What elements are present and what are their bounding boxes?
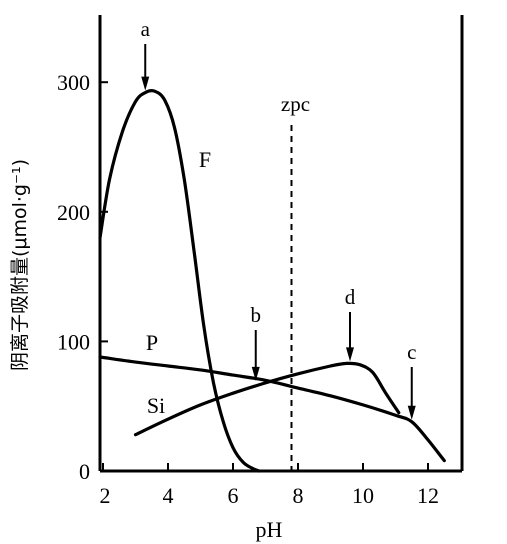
series-lines xyxy=(98,89,446,473)
x-tick-label: 2 xyxy=(100,483,111,508)
annotation-d-label: d xyxy=(345,285,356,309)
y-axis-title: 阴离子吸附量(μmol·g⁻¹) xyxy=(9,159,31,371)
series-si-line xyxy=(133,361,401,437)
annotation-d-arrow-head xyxy=(346,347,354,362)
x-tick-label: 4 xyxy=(163,483,174,508)
y-tick-label: 300 xyxy=(57,70,90,95)
series-si-label: Si xyxy=(147,393,165,418)
axes: 2 4 6 8 10 12 0 100 200 300 pH 阴离子吸附量(μmol·g⁻¹) xyxy=(9,15,464,542)
annotation-c-arrow-head xyxy=(407,405,416,420)
annotation-b-arrow-head xyxy=(251,366,260,381)
labels: F P Si xyxy=(146,147,211,418)
zpc-reference: zpc xyxy=(281,92,310,471)
x-tick-label: 10 xyxy=(352,483,374,508)
y-tick-label: 100 xyxy=(57,329,90,354)
series-f-line xyxy=(98,89,261,473)
annotations: a b c d xyxy=(141,17,416,420)
series-f-label: F xyxy=(199,147,211,172)
annotation-a-arrow-head xyxy=(141,76,150,91)
series-p-label: P xyxy=(146,330,158,355)
x-tick-label: 6 xyxy=(228,483,239,508)
x-tick-label: 8 xyxy=(293,483,304,508)
x-tick-label: 12 xyxy=(417,483,439,508)
x-axis-title: pH xyxy=(256,517,283,542)
y-tick-label: 0 xyxy=(79,459,90,484)
series-p-line xyxy=(98,355,446,463)
zpc-label: zpc xyxy=(281,92,310,116)
annotation-c-label: c xyxy=(407,340,416,364)
y-tick-label: 200 xyxy=(57,200,90,225)
annotation-b-label: b xyxy=(251,303,262,327)
annotation-a-label: a xyxy=(141,17,151,41)
